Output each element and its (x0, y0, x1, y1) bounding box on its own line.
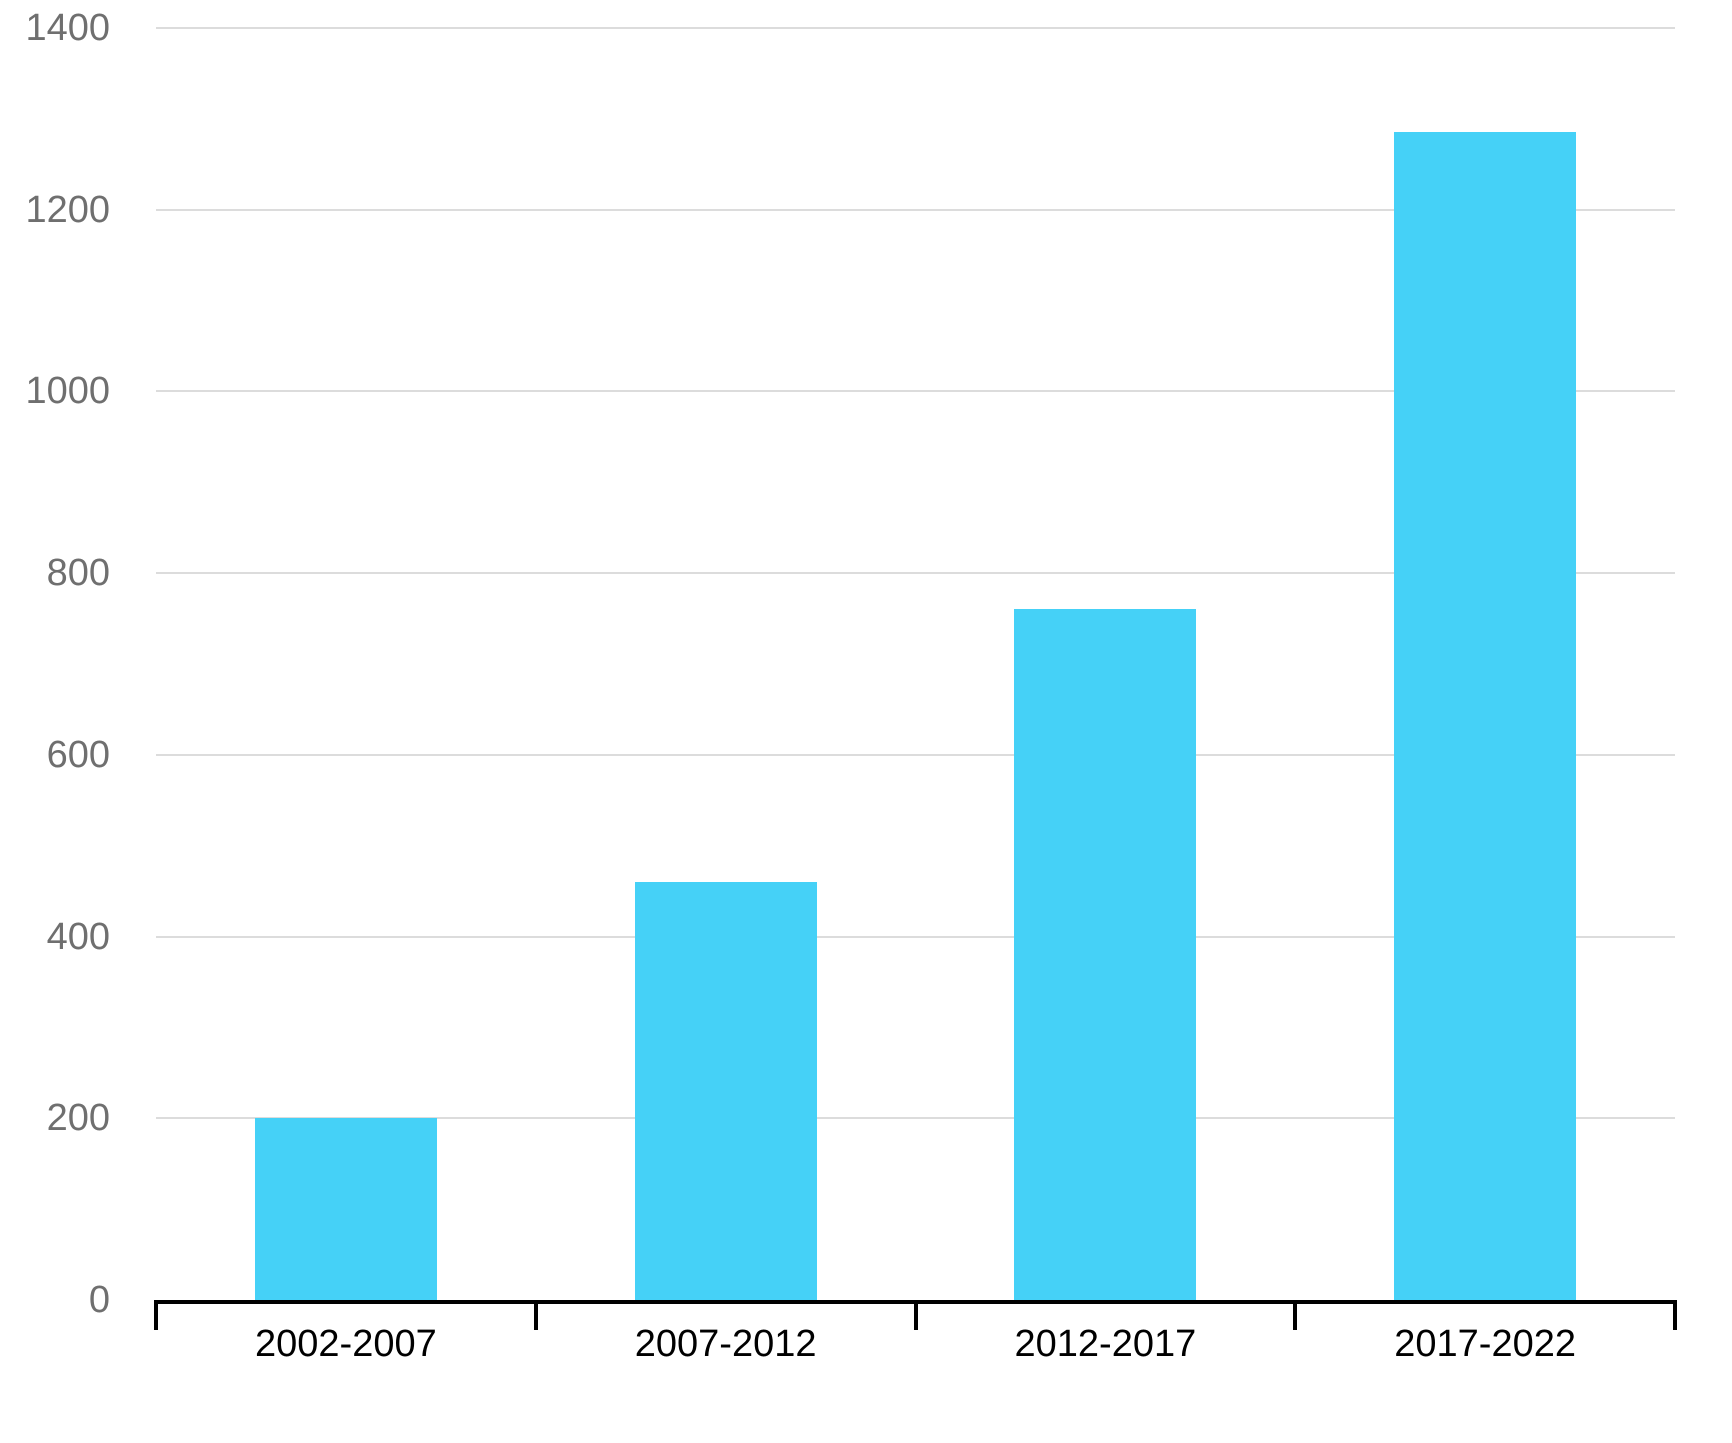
x-tick-label: 2007-2012 (634, 1323, 817, 1365)
y-tick-label: 1200 (25, 188, 110, 231)
gridline (156, 572, 1675, 575)
y-tick-label: 200 (46, 1097, 110, 1140)
x-axis-tick (1293, 1300, 1298, 1330)
bar-2002-2007 (254, 1118, 437, 1300)
x-axis-tick (154, 1300, 158, 1330)
y-tick-label: 600 (46, 733, 110, 776)
y-tick-label: 1400 (25, 7, 110, 49)
gridline (156, 935, 1675, 938)
gridline (156, 208, 1675, 211)
x-tick-label: 2012-2017 (1014, 1323, 1197, 1365)
gridline (156, 1117, 1675, 1120)
x-axis-tick (913, 1300, 918, 1330)
x-axis-tick (533, 1300, 538, 1330)
x-axis-tick (1673, 1300, 1677, 1330)
gridline (156, 390, 1675, 393)
y-tick-label: 0 (88, 1279, 110, 1321)
y-tick-label: 400 (46, 915, 110, 958)
gridline (156, 753, 1675, 756)
x-tick-label: 2002-2007 (255, 1323, 437, 1365)
y-tick-label: 1000 (25, 370, 110, 413)
y-tick-label: 800 (46, 552, 110, 595)
bar-2017-2022 (1394, 132, 1577, 1300)
bar-2007-2012 (634, 882, 817, 1300)
gridline (156, 27, 1675, 29)
bar-2012-2017 (1014, 609, 1197, 1300)
x-tick-label: 2017-2022 (1394, 1323, 1576, 1365)
